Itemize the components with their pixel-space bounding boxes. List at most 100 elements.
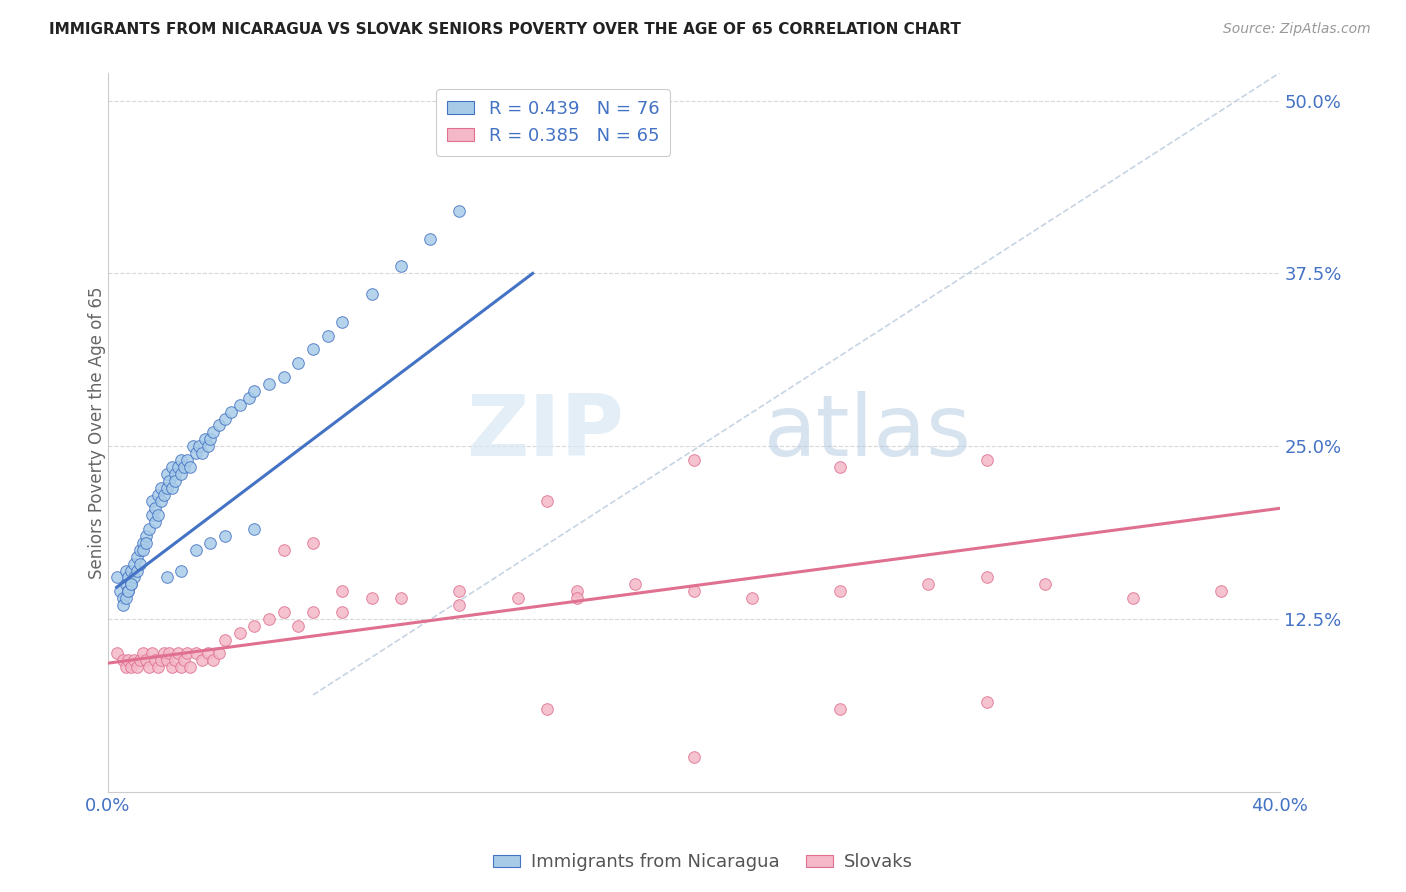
Point <box>184 647 207 661</box>
Point <box>135 529 157 543</box>
Point <box>120 660 142 674</box>
Point <box>273 542 295 557</box>
Point <box>138 660 160 674</box>
Point <box>105 647 128 661</box>
Point <box>1209 584 1232 599</box>
Point <box>360 287 382 301</box>
Point <box>108 584 131 599</box>
Point <box>976 695 998 709</box>
Point <box>536 494 558 508</box>
Point <box>117 653 139 667</box>
Point <box>170 453 193 467</box>
Point <box>170 564 193 578</box>
Point <box>124 557 146 571</box>
Point <box>146 487 169 501</box>
Point <box>114 564 136 578</box>
Point <box>208 647 231 661</box>
Point <box>273 370 295 384</box>
Point <box>565 591 588 606</box>
Point <box>141 494 163 508</box>
Point <box>202 653 225 667</box>
Point <box>159 474 181 488</box>
Point <box>565 584 588 599</box>
Point <box>257 612 280 626</box>
Point <box>449 584 471 599</box>
Point <box>129 542 152 557</box>
Point <box>141 508 163 523</box>
Point <box>152 487 174 501</box>
Point <box>167 647 190 661</box>
Point <box>114 577 136 591</box>
Point <box>167 459 190 474</box>
Point <box>330 605 353 619</box>
Point <box>165 467 187 481</box>
Text: IMMIGRANTS FROM NICARAGUA VS SLOVAK SENIORS POVERTY OVER THE AGE OF 65 CORRELATI: IMMIGRANTS FROM NICARAGUA VS SLOVAK SENI… <box>49 22 962 37</box>
Point <box>830 702 852 716</box>
Point <box>120 577 142 591</box>
Point <box>176 647 198 661</box>
Point <box>162 459 184 474</box>
Point <box>149 653 172 667</box>
Point <box>129 653 152 667</box>
Point <box>741 591 763 606</box>
Point <box>830 584 852 599</box>
Point <box>124 570 146 584</box>
Point <box>117 584 139 599</box>
Point <box>162 481 184 495</box>
Point <box>179 459 201 474</box>
Point <box>120 577 142 591</box>
Point <box>830 459 852 474</box>
Point <box>419 232 441 246</box>
Point <box>330 584 353 599</box>
Point <box>179 660 201 674</box>
Point <box>330 315 353 329</box>
Point <box>243 619 266 633</box>
Point <box>1122 591 1144 606</box>
Text: ZIP: ZIP <box>465 391 623 474</box>
Point <box>159 647 181 661</box>
Point <box>143 515 166 529</box>
Point <box>190 446 212 460</box>
Point <box>302 536 325 550</box>
Point <box>243 522 266 536</box>
Point <box>132 647 155 661</box>
Point <box>243 384 266 398</box>
Point <box>127 549 149 564</box>
Point <box>184 446 207 460</box>
Point <box>976 453 998 467</box>
Point <box>302 605 325 619</box>
Point <box>214 529 236 543</box>
Point <box>976 570 998 584</box>
Point <box>111 653 134 667</box>
Point <box>449 598 471 612</box>
Point <box>200 536 222 550</box>
Point <box>114 660 136 674</box>
Point <box>155 481 177 495</box>
Point <box>208 418 231 433</box>
Point <box>149 494 172 508</box>
Point <box>624 577 647 591</box>
Point <box>176 453 198 467</box>
Point <box>389 591 412 606</box>
Point <box>146 508 169 523</box>
Point <box>111 591 134 606</box>
Point <box>389 260 412 274</box>
Point <box>682 584 704 599</box>
Point <box>132 536 155 550</box>
Point <box>117 570 139 584</box>
Point <box>257 376 280 391</box>
Point <box>214 632 236 647</box>
Point <box>173 459 195 474</box>
Y-axis label: Seniors Poverty Over the Age of 65: Seniors Poverty Over the Age of 65 <box>89 286 105 579</box>
Point <box>190 653 212 667</box>
Point <box>202 425 225 440</box>
Point <box>682 750 704 764</box>
Point <box>111 598 134 612</box>
Point <box>302 343 325 357</box>
Point <box>173 653 195 667</box>
Point <box>165 474 187 488</box>
Point <box>143 653 166 667</box>
Point <box>316 328 339 343</box>
Point <box>124 653 146 667</box>
Text: Source: ZipAtlas.com: Source: ZipAtlas.com <box>1223 22 1371 37</box>
